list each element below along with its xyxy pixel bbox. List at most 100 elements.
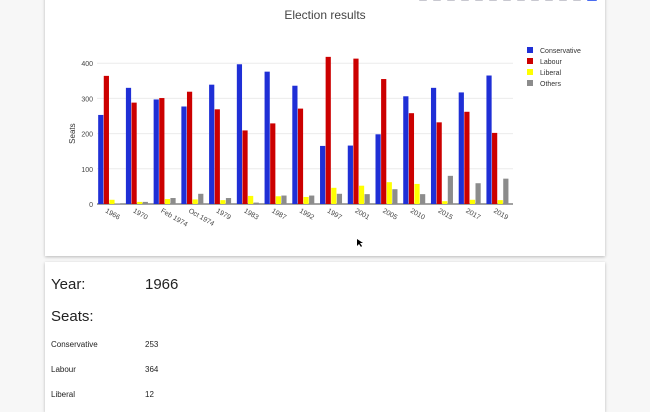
bar-labour[interactable]	[492, 133, 497, 204]
bar-conservative[interactable]	[154, 99, 159, 204]
bar-liberal[interactable]	[248, 196, 253, 204]
legend-label[interactable]: Liberal	[540, 70, 561, 77]
bar-others[interactable]	[226, 198, 231, 204]
x-tick-label: 1992	[298, 208, 315, 222]
y-tick-label: 400	[81, 61, 93, 68]
bar-conservative[interactable]	[320, 146, 325, 204]
bar-conservative[interactable]	[265, 72, 270, 204]
bar-conservative[interactable]	[209, 85, 214, 204]
bar-liberal[interactable]	[498, 200, 503, 204]
mouse-cursor-icon	[357, 239, 363, 247]
bar-others[interactable]	[281, 196, 286, 204]
bar-liberal[interactable]	[359, 186, 364, 204]
x-tick-label: 1987	[270, 208, 287, 222]
bar-liberal[interactable]	[165, 199, 170, 204]
bar-labour[interactable]	[353, 59, 358, 204]
party-label: Liberal	[51, 390, 75, 399]
bar-conservative[interactable]	[98, 115, 103, 204]
bar-labour[interactable]	[187, 92, 192, 204]
year-value: 1966	[145, 276, 178, 293]
party-seats: 12	[145, 390, 154, 399]
y-axis-label: Seats	[68, 123, 77, 143]
bar-labour[interactable]	[437, 122, 442, 204]
x-tick-label: 1997	[326, 208, 343, 222]
bar-conservative[interactable]	[126, 88, 131, 204]
bar-conservative[interactable]	[348, 146, 353, 204]
bar-labour[interactable]	[215, 109, 220, 204]
bar-liberal[interactable]	[442, 201, 447, 204]
bar-conservative[interactable]	[459, 92, 464, 204]
y-tick-label: 300	[81, 96, 93, 103]
bar-others[interactable]	[503, 179, 508, 204]
bar-others[interactable]	[392, 189, 397, 204]
bar-liberal[interactable]	[220, 200, 225, 204]
bar-others[interactable]	[309, 196, 314, 204]
bar-labour[interactable]	[242, 130, 247, 204]
bar-conservative[interactable]	[181, 106, 186, 204]
bar-labour[interactable]	[381, 79, 386, 204]
bar-liberal[interactable]	[276, 196, 281, 204]
y-tick-label: 200	[81, 132, 93, 139]
bar-conservative[interactable]	[486, 76, 491, 204]
legend-label[interactable]: Others	[540, 81, 562, 88]
bar-labour[interactable]	[132, 103, 137, 204]
bar-others[interactable]	[448, 176, 453, 204]
details-card: Year: 1966 Seats: Conservative 253 Labou…	[45, 262, 605, 412]
x-tick-label: 2017	[464, 208, 481, 222]
x-tick-label: Feb 1974	[159, 208, 188, 229]
bar-liberal[interactable]	[331, 188, 336, 204]
x-tick-label: 2019	[492, 208, 509, 222]
x-tick-label: Oct 1974	[187, 208, 215, 228]
y-tick-label: 0	[89, 202, 93, 209]
x-tick-label: 2001	[353, 208, 370, 222]
bar-labour[interactable]	[159, 98, 164, 204]
bar-conservative[interactable]	[376, 134, 381, 204]
x-tick-label: 2010	[409, 208, 426, 222]
bar-others[interactable]	[365, 194, 370, 204]
bar-others[interactable]	[476, 183, 481, 204]
bar-conservative[interactable]	[292, 86, 297, 204]
x-tick-label: 1970	[132, 208, 149, 222]
legend-swatch-liberal[interactable]	[527, 69, 533, 75]
x-tick-label: 2005	[381, 208, 398, 222]
bar-liberal[interactable]	[109, 200, 114, 204]
legend-label[interactable]: Labour	[540, 59, 562, 66]
bar-labour[interactable]	[464, 112, 469, 204]
legend-swatch-labour[interactable]	[527, 58, 533, 64]
x-tick-label: 2015	[437, 208, 454, 222]
bar-labour[interactable]	[326, 57, 331, 204]
party-seats: 253	[145, 340, 158, 349]
bar-labour[interactable]	[409, 113, 414, 204]
bar-liberal[interactable]	[304, 197, 309, 204]
legend-label[interactable]: Conservative	[540, 48, 581, 55]
x-tick-label: 1979	[215, 208, 232, 222]
party-label: Labour	[51, 365, 76, 374]
legend-swatch-others[interactable]	[527, 80, 533, 86]
bar-others[interactable]	[420, 194, 425, 204]
bar-others[interactable]	[143, 202, 148, 204]
bar-conservative[interactable]	[403, 96, 408, 204]
seats-label: Seats:	[51, 308, 94, 325]
bar-labour[interactable]	[104, 76, 109, 204]
bar-labour[interactable]	[270, 123, 275, 204]
bar-liberal[interactable]	[137, 202, 142, 204]
bar-others[interactable]	[198, 194, 203, 204]
bar-conservative[interactable]	[237, 64, 242, 204]
bar-others[interactable]	[170, 198, 175, 204]
bar-liberal[interactable]	[470, 200, 475, 204]
bar-others[interactable]	[254, 203, 259, 204]
party-seats: 364	[145, 365, 158, 374]
bar-liberal[interactable]	[414, 184, 419, 204]
legend-swatch-conservative[interactable]	[527, 47, 533, 53]
bar-others[interactable]	[337, 194, 342, 204]
y-tick-label: 100	[81, 167, 93, 174]
bar-liberal[interactable]	[193, 199, 198, 204]
bar-labour[interactable]	[298, 109, 303, 204]
x-tick-label: 1966	[104, 208, 121, 222]
bar-conservative[interactable]	[431, 88, 436, 204]
year-label: Year:	[51, 276, 85, 293]
bar-liberal[interactable]	[387, 182, 392, 204]
party-label: Conservative	[51, 340, 98, 349]
